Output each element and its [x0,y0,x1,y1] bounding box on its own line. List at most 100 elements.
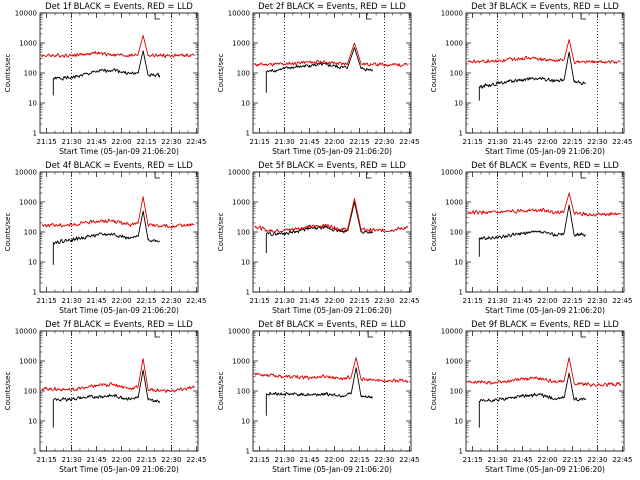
panel-title: Det 1f BLACK = Events, RED = LLD [45,1,193,11]
y-axis-label: Counts/sec [217,54,225,93]
x-tick-label: 22:15 [562,297,582,305]
x-tick-label: 22:00 [324,456,344,464]
y-tick-label: 10000 [15,328,37,336]
lld-series-line [254,198,409,233]
y-axis-label: Counts/sec [430,213,438,252]
events-series-line [265,367,373,416]
x-axis-label: Start Time (05-Jan-09 21:06:20) [272,465,392,474]
y-tick-label: 1000 [445,40,463,48]
x-tick-label: 22:30 [587,456,607,464]
x-tick-label: 22:30 [374,138,394,146]
peak-bracket-mark [580,172,587,179]
y-tick-label: 10 [454,418,463,426]
plot-frame [39,330,199,452]
y-tick-label: 1 [33,289,37,297]
y-tick-label: 10000 [228,328,250,336]
x-axis-label: Start Time (05-Jan-09 21:06:20) [59,147,179,156]
x-tick-label: 22:45 [399,138,419,146]
x-tick-label: 22:15 [349,456,369,464]
y-tick-label: 1 [459,289,463,297]
x-tick-label: 21:15 [250,138,270,146]
x-tick-label: 22:45 [186,456,206,464]
x-tick-label: 21:30 [62,138,82,146]
y-tick-label: 1000 [19,199,37,207]
plot-frame [465,330,625,452]
x-axis-label: Start Time (05-Jan-09 21:06:20) [485,465,605,474]
y-axis-label: Counts/sec [217,372,225,411]
events-series-line [265,201,374,253]
y-tick-label: 1000 [19,358,37,366]
peak-bracket-mark [580,331,587,338]
y-tick-label: 10 [241,100,250,108]
panel-title: Det 6f BLACK = Events, RED = LLD [471,160,619,170]
peak-bracket-mark [366,172,372,179]
y-tick-label: 10 [28,100,37,108]
x-tick-label: 21:30 [488,297,508,305]
y-tick-label: 1000 [445,199,463,207]
x-tick-label: 21:15 [37,138,57,146]
x-tick-label: 21:30 [275,138,295,146]
x-tick-label: 21:30 [62,297,82,305]
peak-bracket-mark [366,13,372,20]
x-tick-label: 21:15 [37,297,57,305]
lld-series-line [41,358,195,394]
y-tick-label: 10000 [15,10,37,18]
x-tick-label: 22:30 [161,138,181,146]
x-tick-label: 22:30 [374,297,394,305]
y-tick-label: 10000 [441,169,463,177]
x-tick-label: 22:00 [324,297,344,305]
events-series-line [478,372,587,428]
plot-frame [39,171,199,293]
y-tick-label: 1 [459,448,463,456]
y-tick-label: 1000 [232,199,250,207]
x-tick-label: 21:45 [86,138,106,146]
events-series-line [52,369,161,428]
x-tick-label: 21:30 [275,456,295,464]
y-tick-label: 100 [24,388,37,396]
panel-title: Det 2f BLACK = Events, RED = LLD [258,1,406,11]
lld-series-line [41,196,195,229]
events-series-line [478,51,586,101]
plot-frame [252,171,412,293]
x-tick-label: 22:15 [349,297,369,305]
detector-panel: Det 2f BLACK = Events, RED = LLD Counts/s… [217,1,419,156]
y-axis-label: Counts/sec [4,54,12,93]
detector-panel: Det 6f BLACK = Events, RED = LLD Counts/s… [430,160,632,315]
x-tick-label: 22:45 [186,138,206,146]
x-tick-label: 21:30 [488,456,508,464]
x-tick-label: 21:30 [488,138,508,146]
y-tick-label: 10000 [228,169,250,177]
x-tick-label: 21:45 [299,138,319,146]
plot-frame [252,330,412,452]
events-series-line [52,210,160,265]
panel-title: Det 3f BLACK = Events, RED = LLD [471,1,619,11]
x-tick-label: 21:15 [463,297,483,305]
y-tick-label: 1 [459,130,463,138]
y-tick-label: 10000 [15,169,37,177]
x-tick-label: 21:15 [250,297,270,305]
lld-series-line [467,192,621,217]
y-tick-label: 1 [33,448,37,456]
x-tick-label: 22:30 [161,456,181,464]
panel-title: Det 7f BLACK = Events, RED = LLD [45,319,193,329]
plot-frame [465,12,625,134]
x-tick-label: 21:15 [463,138,483,146]
y-tick-label: 10 [241,418,250,426]
x-tick-label: 22:45 [612,456,632,464]
x-tick-label: 22:15 [562,138,582,146]
lld-series-line [467,357,622,387]
y-tick-label: 100 [24,229,37,237]
y-tick-label: 1 [246,448,250,456]
plot-frame [252,12,412,134]
x-tick-label: 21:45 [512,456,532,464]
x-tick-label: 22:45 [399,456,419,464]
x-tick-label: 21:45 [86,297,106,305]
x-tick-label: 21:15 [463,456,483,464]
peak-bracket-mark [367,331,374,338]
y-tick-label: 1000 [445,358,463,366]
y-tick-label: 1 [246,130,250,138]
x-tick-label: 21:45 [512,138,532,146]
x-tick-label: 22:00 [324,138,344,146]
lld-series-line [41,34,195,58]
